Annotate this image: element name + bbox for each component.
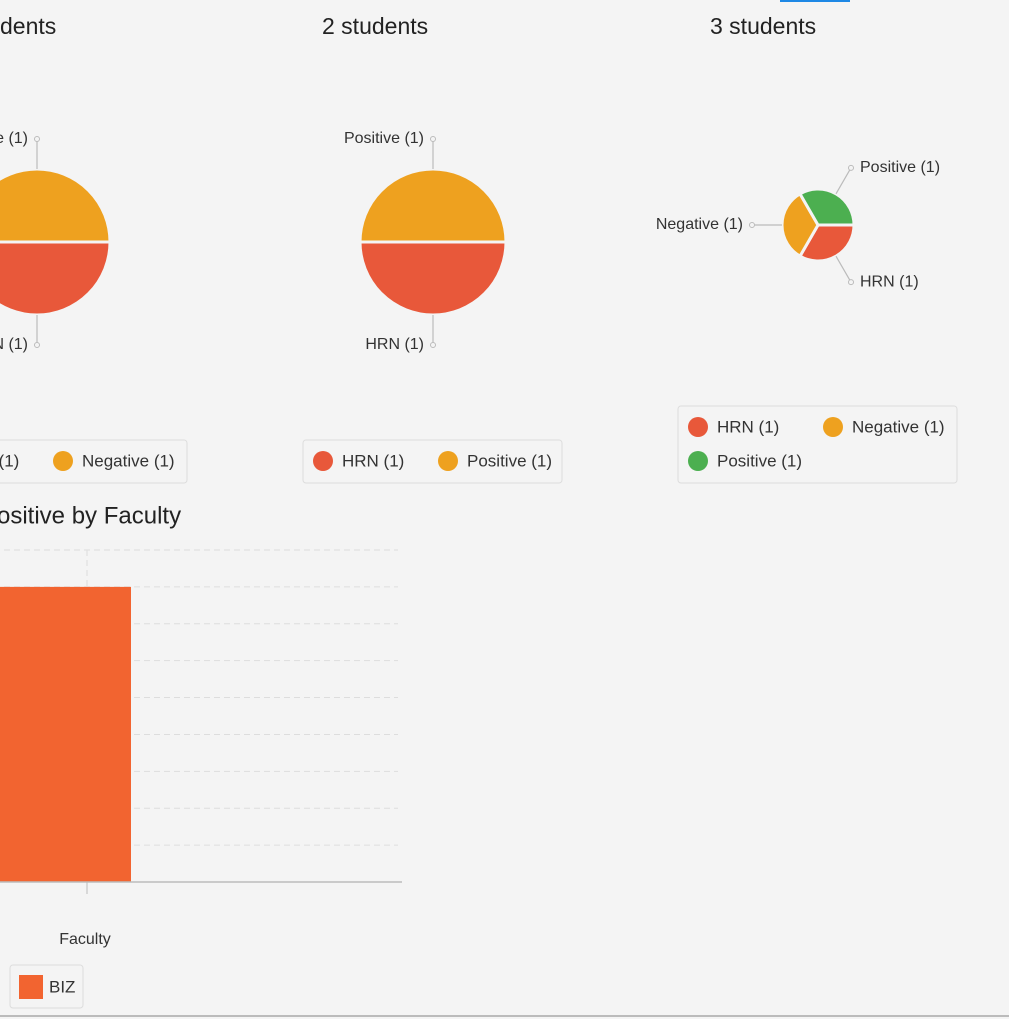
- legend-swatch: [823, 417, 843, 437]
- legend-label: Negative (1): [82, 451, 175, 470]
- leader-dot: [848, 164, 854, 171]
- legend-swatch: [53, 451, 73, 471]
- legend-label: Negative (1): [852, 417, 945, 436]
- legend-label: Positive (1): [467, 451, 552, 470]
- leader-dot: [34, 136, 40, 142]
- x-tick-label: Faculty: [59, 931, 111, 948]
- legend-swatch: [688, 417, 708, 437]
- pie-slice: [358, 167, 508, 244]
- chart-subtitle: 3 students: [710, 13, 816, 39]
- legend-box: [0, 439, 188, 484]
- slice-label: HRN (1): [0, 336, 28, 353]
- slice-label: Positive (1): [860, 159, 940, 176]
- slice-label: Negative (1): [656, 216, 743, 233]
- legend-label: Positive (1): [717, 451, 802, 470]
- slice-label: Positive (1): [344, 130, 424, 147]
- pie-slice: [358, 240, 508, 317]
- leader-dot: [34, 342, 40, 348]
- slice-label: Negative (1): [0, 130, 28, 147]
- leader-dot: [430, 136, 436, 142]
- tab-indicator: [780, 0, 850, 2]
- legend-label: HRN (1): [342, 451, 404, 470]
- legend-label: BIZ: [49, 977, 75, 996]
- legend-box: [302, 439, 563, 484]
- legend-swatch: [688, 451, 708, 471]
- pie-slice: [0, 240, 112, 317]
- leader-line: [835, 167, 852, 195]
- leader-dot: [430, 342, 436, 348]
- pie-slice: [0, 167, 112, 244]
- bar: [0, 586, 131, 882]
- slice-label: HRN (1): [365, 336, 424, 353]
- legend-swatch: [313, 451, 333, 471]
- chart-subtitle: dents: [0, 13, 56, 39]
- legend-swatch: [438, 451, 458, 471]
- chart-title: ositive by Faculty: [0, 502, 181, 529]
- slice-label: HRN (1): [860, 273, 919, 290]
- leader-dot: [749, 222, 755, 228]
- legend-swatch: [19, 975, 43, 999]
- legend-box: [677, 405, 958, 484]
- chart-subtitle: 2 students: [322, 13, 428, 39]
- legend-label: HRN (1): [717, 417, 779, 436]
- legend-label: HRN (1): [0, 451, 19, 470]
- leader-line: [835, 255, 852, 283]
- leader-dot: [848, 279, 854, 286]
